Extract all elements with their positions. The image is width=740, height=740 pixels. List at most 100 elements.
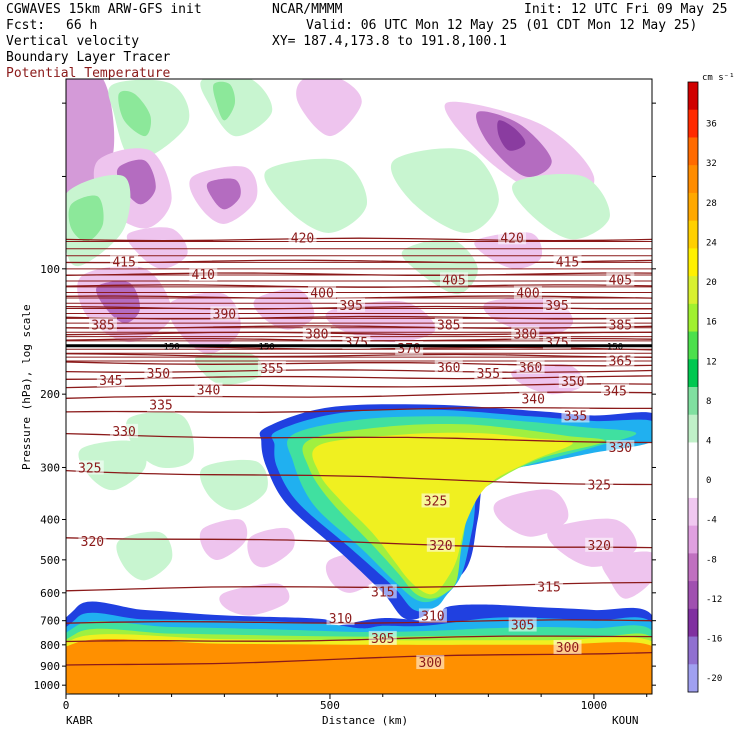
theta-label-42: 315 [537,581,560,596]
center-name: NCAR/MMMM [272,2,343,17]
colorbar-swatch-6 [688,248,698,277]
y-tick-label-600: 600 [40,587,60,600]
theta-label-bg-42 [535,579,564,594]
theta-label-bg-23 [257,360,286,375]
theta-label-17: 375 [345,336,368,351]
theta-label-bg-47 [416,655,445,670]
velocity-cell-32 [78,440,147,491]
tracer-label-0: 150 [163,343,179,353]
theta-label-24: 355 [477,367,500,382]
colorbar-label-14: -20 [706,674,722,684]
theta-label-29: 340 [197,384,220,399]
theta-label-bg-12 [88,317,117,332]
theta-label-bg-10 [542,297,571,312]
theta-label-bg-5 [440,272,469,287]
theta-label-1: 420 [500,231,523,246]
theta-label-33: 330 [112,425,135,440]
theta-label-38: 320 [81,535,104,550]
colorbar-label-6: 12 [706,357,717,367]
y-tick-label-500: 500 [40,554,60,567]
theta-label-25: 350 [147,367,170,382]
theta-label-48: 300 [556,641,579,656]
field-potential-temperature: Potential Temperature [6,66,171,81]
theta-label-bg-22 [516,359,545,374]
colorbar-label-3: 24 [706,238,717,248]
velocity-cell-21 [512,174,610,240]
theta-label-47: 300 [419,656,442,671]
theta-line-340 [66,391,652,399]
velocity-cell-14 [206,178,241,210]
velocity-cell-34 [116,531,173,581]
theta-label-bg-20 [606,353,635,368]
theta-label-35: 325 [78,461,101,476]
vertical-velocity-field [66,79,652,694]
theta-label-bg-30 [519,391,548,406]
theta-label-bg-25 [144,366,173,381]
theta-line-335 [66,406,652,413]
theta-label-bg-46 [508,617,537,632]
colorbar-swatch-11 [688,387,698,416]
velocity-cell-7 [296,79,362,137]
theta-label-bg-21 [434,359,463,374]
colorbar-swatch-9 [688,331,698,360]
theta-label-9: 395 [339,299,362,314]
colorbar-swatch-2 [688,137,698,166]
theta-label-bg-32 [561,408,590,423]
valid-time: Valid: 06 UTC Mon 12 May 25 (01 CDT Mon … [306,18,698,33]
theta-label-bg-16 [511,326,540,341]
theta-line-330 [66,432,652,444]
theta-line-300 [66,651,652,666]
theta-label-36: 325 [424,494,447,509]
theta-label-22: 360 [519,361,542,376]
theta-line-365 [66,353,652,358]
colorbar-swatch-0 [688,82,698,111]
theta-label-21: 360 [437,361,460,376]
theta-label-bg-40 [585,537,614,552]
y-tick-label-100: 100 [40,263,60,276]
boundary-layer-tracer: 150 150 150 [66,343,652,353]
theta-label-bg-27 [96,373,125,388]
colorbar-swatch-10 [688,359,698,388]
colorbar-label-0: 36 [706,120,717,130]
y-tick-label-800: 800 [40,639,60,652]
tracer-label-2: 150 [607,343,623,353]
theta-label-41: 315 [371,585,394,600]
theta-line-325 [66,469,652,486]
theta-line-360 [66,361,652,367]
theta-label-23: 355 [260,362,283,377]
theta-line-310 [66,619,652,624]
theta-label-0: 420 [291,231,314,246]
y-tick-label-400: 400 [40,513,60,526]
theta-label-bg-6 [606,272,635,287]
velocity-cell-33 [199,459,268,511]
y-tick-label-700: 700 [40,615,60,628]
x-tick-label-1000: 1000 [581,699,608,712]
theta-label-12: 385 [91,318,114,333]
forecast-hour: 66 h [66,18,98,33]
x-tick-label-0: 0 [63,699,70,712]
tracer-label-1: 150 [258,343,274,353]
y-tick-label-200: 200 [40,388,60,401]
theta-label-bg-34 [606,440,635,455]
theta-label-10: 395 [545,299,568,314]
theta-label-20: 365 [609,354,632,369]
velocity-cell-41 [601,551,652,599]
theta-label-44: 310 [421,609,444,624]
theta-label-bg-41 [368,584,397,599]
colorbar-swatch-3 [688,165,698,194]
theta-label-30: 340 [521,393,544,408]
colorbar-swatch-12 [688,414,698,443]
theta-label-6: 405 [609,273,632,288]
theta-label-bg-7 [308,285,337,300]
theta-label-3: 415 [556,255,579,270]
theta-label-40: 320 [587,539,610,554]
theta-label-bg-13 [434,317,463,332]
theta-label-bg-31 [147,397,176,412]
colorbar-label-10: -4 [706,516,717,526]
velocity-cell-38 [219,583,290,616]
updraft-shade-10 [66,639,652,694]
theta-label-27: 345 [99,374,122,389]
velocity-cell-15 [126,227,188,269]
theta-label-bg-39 [426,537,455,552]
theta-label-2: 415 [112,255,135,270]
